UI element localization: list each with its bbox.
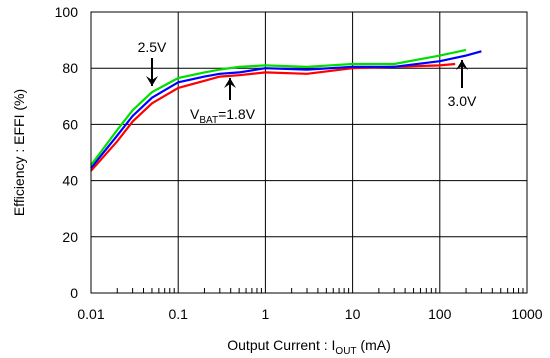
x-tick-label: 10 (345, 306, 361, 322)
annotations: 2.5V VBAT=1.8V 3.0V (138, 39, 477, 126)
y-tick-label: 80 (62, 60, 78, 76)
ann-18v-suffix: =1.8V (218, 106, 256, 122)
x-axis-label: Output Current : IOUT (mA) (227, 337, 391, 357)
y-tick-label: 60 (62, 116, 78, 132)
ann-30v-label: 3.0V (448, 93, 477, 109)
ann-18v-arrow-head (224, 78, 236, 88)
x-tick-label: 1000 (511, 306, 542, 322)
y-axis-label: Efficiency : EFFI (%) (11, 89, 27, 216)
x-tick-label: 1 (262, 306, 270, 322)
x-axis-label-subscript: OUT (335, 346, 356, 357)
x-tick-labels: 0.01 0.1 1 10 100 1000 (77, 306, 542, 322)
ann-30v-arrow-head (456, 60, 468, 70)
y-tick-labels: 0 20 40 60 80 100 (55, 4, 79, 301)
y-tick-label: 100 (55, 4, 79, 20)
x-axis-label-prefix: Output Current : I (227, 337, 335, 353)
x-tick-label: 100 (428, 306, 452, 322)
minor-ticks (116, 288, 524, 293)
series-layer (90, 48, 482, 172)
ann-18v-prefix: V (190, 106, 200, 122)
y-tick-label: 20 (62, 229, 78, 245)
grid-lines (91, 12, 527, 293)
series-line-3 (90, 48, 467, 166)
ann-25v-arrow-head (146, 76, 158, 86)
plot-frame (90, 11, 528, 294)
x-axis-label-suffix: (mA) (357, 337, 391, 353)
series-line-2 (90, 50, 482, 169)
series-line-1 (90, 62, 456, 172)
x-tick-label: 0.01 (77, 306, 104, 322)
y-tick-label: 40 (62, 173, 78, 189)
y-tick-label: 0 (70, 285, 78, 301)
x-tick-label: 0.1 (168, 306, 188, 322)
ann-18v-label: VBAT=1.8V (190, 106, 256, 126)
ann-25v-label: 2.5V (138, 39, 167, 55)
ann-18v-subscript: BAT (199, 115, 218, 126)
